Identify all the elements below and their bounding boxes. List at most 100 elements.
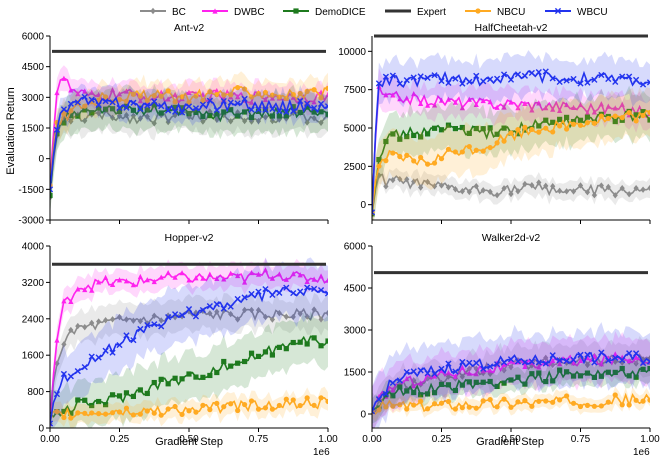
data-point [633, 76, 640, 83]
data-point [557, 367, 563, 373]
data-point [591, 109, 597, 115]
data-point [75, 322, 81, 330]
data-point [473, 182, 479, 190]
data-point [214, 116, 220, 124]
data-point [325, 338, 328, 344]
data-point [487, 188, 493, 196]
data-point [431, 125, 438, 131]
data-point [88, 96, 95, 103]
data-point [383, 92, 389, 98]
data-point [193, 109, 199, 116]
data-point [640, 398, 646, 404]
data-point [522, 180, 528, 188]
data-point [480, 365, 487, 372]
data-point [563, 77, 570, 84]
data-point [522, 398, 528, 404]
data-point [82, 397, 88, 403]
data-point [529, 107, 535, 113]
data-point [459, 364, 465, 371]
data-point [61, 75, 67, 81]
data-point [577, 117, 584, 123]
legend-marker [293, 8, 299, 14]
data-point [591, 120, 598, 126]
data-point [228, 107, 234, 113]
data-point [269, 406, 275, 412]
data-point [123, 88, 130, 94]
data-point [207, 372, 213, 379]
data-point [445, 96, 452, 102]
data-point [325, 85, 328, 91]
data-point [96, 411, 102, 417]
data-point [214, 308, 220, 315]
data-point [81, 93, 88, 101]
y-tick-label: -3000 [18, 216, 44, 227]
data-point [494, 361, 501, 368]
data-point [207, 89, 213, 95]
data-point [214, 92, 220, 98]
data-point [425, 375, 431, 382]
data-point [459, 405, 465, 411]
data-point [480, 187, 486, 194]
y-tick-label: 0 [38, 424, 44, 435]
data-point [404, 176, 410, 183]
data-point [137, 105, 144, 113]
data-point [269, 95, 275, 101]
y-tick-label: 3200 [22, 278, 45, 289]
x-tick-label: 1.00 [640, 434, 660, 445]
legend-label: NBCU [497, 7, 525, 18]
data-point [577, 80, 584, 87]
x-tick-label: 0.25 [110, 434, 130, 445]
y-tick-label: 800 [27, 387, 44, 398]
data-point [480, 78, 487, 85]
data-point [626, 190, 632, 198]
data-point [494, 383, 500, 390]
data-point [487, 397, 493, 403]
data-point [151, 120, 157, 127]
data-point [619, 73, 626, 80]
data-point [200, 118, 206, 125]
data-point [459, 124, 465, 131]
data-point [647, 355, 650, 362]
data-point [445, 146, 452, 152]
data-point [411, 90, 417, 97]
data-point [262, 405, 269, 411]
data-point [220, 97, 227, 105]
data-point [480, 398, 486, 404]
data-point [438, 400, 445, 406]
data-point [591, 403, 598, 409]
data-point [390, 176, 396, 184]
data-point [304, 341, 310, 347]
data-point [598, 349, 605, 356]
data-point [325, 309, 328, 317]
data-point [445, 370, 452, 376]
data-point [283, 108, 290, 116]
data-point [178, 109, 186, 116]
data-point [431, 183, 438, 190]
x-exponent-right: 1e6 [633, 447, 650, 458]
data-point [584, 361, 591, 369]
data-point [95, 101, 102, 109]
data-point [82, 286, 88, 293]
band-wbcu [50, 82, 328, 202]
data-point [494, 140, 500, 146]
data-point [89, 89, 95, 95]
band-demodice [372, 354, 650, 424]
data-point [116, 96, 123, 103]
data-point [311, 109, 317, 115]
data-point [619, 101, 625, 107]
legend-marker [554, 7, 562, 15]
markers-wbcu [50, 93, 328, 193]
data-point [221, 404, 227, 410]
data-point [144, 107, 150, 113]
data-point [543, 182, 549, 190]
data-point [522, 381, 528, 387]
data-point [473, 359, 480, 367]
data-point [192, 105, 200, 112]
data-point [200, 98, 206, 104]
data-point [304, 100, 311, 107]
panel-title: HalfCheetah-v2 [475, 22, 548, 34]
data-point [612, 192, 618, 199]
data-point [248, 269, 255, 276]
data-point [103, 274, 109, 280]
markers-bc [372, 172, 650, 218]
